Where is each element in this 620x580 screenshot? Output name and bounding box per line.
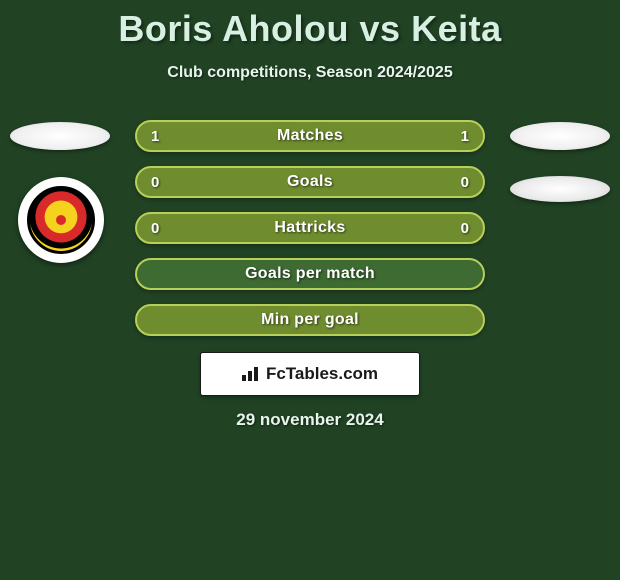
player-left-placeholder — [10, 122, 110, 150]
stat-left-value: 0 — [151, 220, 159, 237]
subtitle: Club competitions, Season 2024/2025 — [0, 64, 620, 82]
club-right-placeholder — [510, 176, 610, 202]
stat-label: Goals — [287, 173, 333, 191]
stat-row-hattricks: 0 Hattricks 0 — [135, 212, 485, 244]
stat-left-value: 1 — [151, 128, 159, 145]
stat-right-value: 0 — [461, 174, 469, 191]
stat-row-matches: 1 Matches 1 — [135, 120, 485, 152]
stat-label: Goals per match — [245, 265, 375, 283]
club-crest-icon — [27, 186, 95, 254]
club-left-badge — [18, 177, 104, 263]
stat-left-value: 0 — [151, 174, 159, 191]
stat-label: Matches — [277, 127, 343, 145]
stats-container: 1 Matches 1 0 Goals 0 0 Hattricks 0 Goal… — [135, 120, 485, 350]
stat-right-value: 1 — [461, 128, 469, 145]
date-text: 29 november 2024 — [0, 410, 620, 430]
stat-label: Min per goal — [261, 311, 359, 329]
stat-row-min-per-goal: Min per goal — [135, 304, 485, 336]
player-right-placeholder — [510, 122, 610, 150]
bars-icon — [242, 367, 260, 381]
stat-row-goals-per-match: Goals per match — [135, 258, 485, 290]
stat-label: Hattricks — [274, 219, 345, 237]
source-logo-text: FcTables.com — [266, 364, 378, 384]
page-title: Boris Aholou vs Keita — [0, 0, 620, 50]
stat-right-value: 0 — [461, 220, 469, 237]
stat-row-goals: 0 Goals 0 — [135, 166, 485, 198]
source-logo: FcTables.com — [200, 352, 420, 396]
